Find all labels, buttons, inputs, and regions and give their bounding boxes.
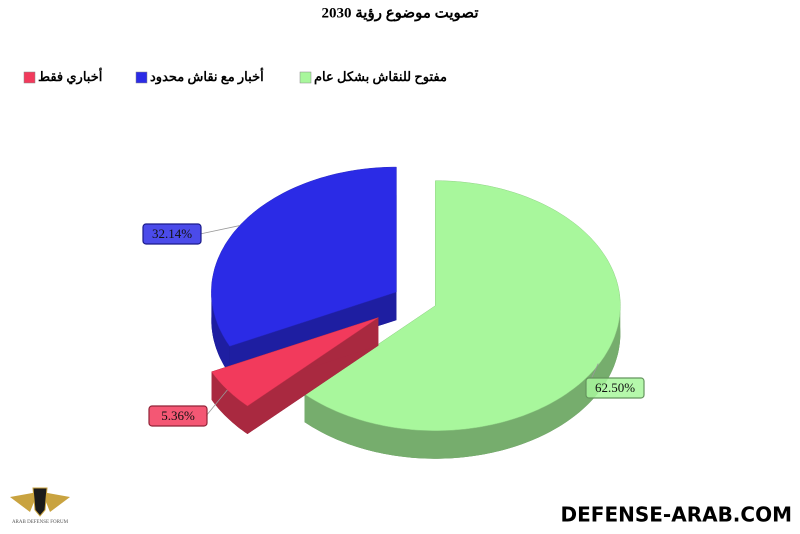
leader-line: [205, 389, 228, 417]
logo-wings: [10, 492, 70, 512]
data-label: 62.50%: [595, 380, 635, 395]
slice-wall: [211, 371, 248, 434]
data-label: 5.36%: [161, 408, 195, 423]
watermark: DEFENSE-ARAB.COM: [561, 503, 792, 527]
slice: [211, 166, 397, 375]
slice-top: [211, 166, 397, 347]
legend-swatch: [299, 71, 312, 84]
legend-label: أخباري فقط: [38, 68, 103, 85]
legend-swatch: [23, 71, 36, 84]
data-label: 32.14%: [152, 226, 192, 241]
leader-line: [199, 225, 240, 235]
slice: [304, 180, 621, 459]
data-label-box: [142, 223, 202, 245]
slice-top: [304, 180, 621, 431]
slice-top: [211, 317, 379, 407]
data-label-box: [585, 377, 645, 399]
slice-wall: [211, 292, 230, 375]
logo-text: ARAB DEFENSE FORUM: [12, 520, 69, 525]
legend-swatch: [135, 71, 148, 84]
slice: [211, 317, 379, 434]
data-label-box: [148, 405, 208, 427]
legend-label: أخبار مع نقاش محدود: [150, 68, 264, 85]
legend-label: مفتوح للنقاش بشكل عام: [314, 69, 447, 85]
chart-title: تصويت موضوع رؤية 2030: [321, 5, 478, 21]
slice-wall: [304, 305, 621, 459]
logo-shield: [32, 487, 48, 517]
logo: ARAB DEFENSE FORUM: [10, 487, 70, 525]
